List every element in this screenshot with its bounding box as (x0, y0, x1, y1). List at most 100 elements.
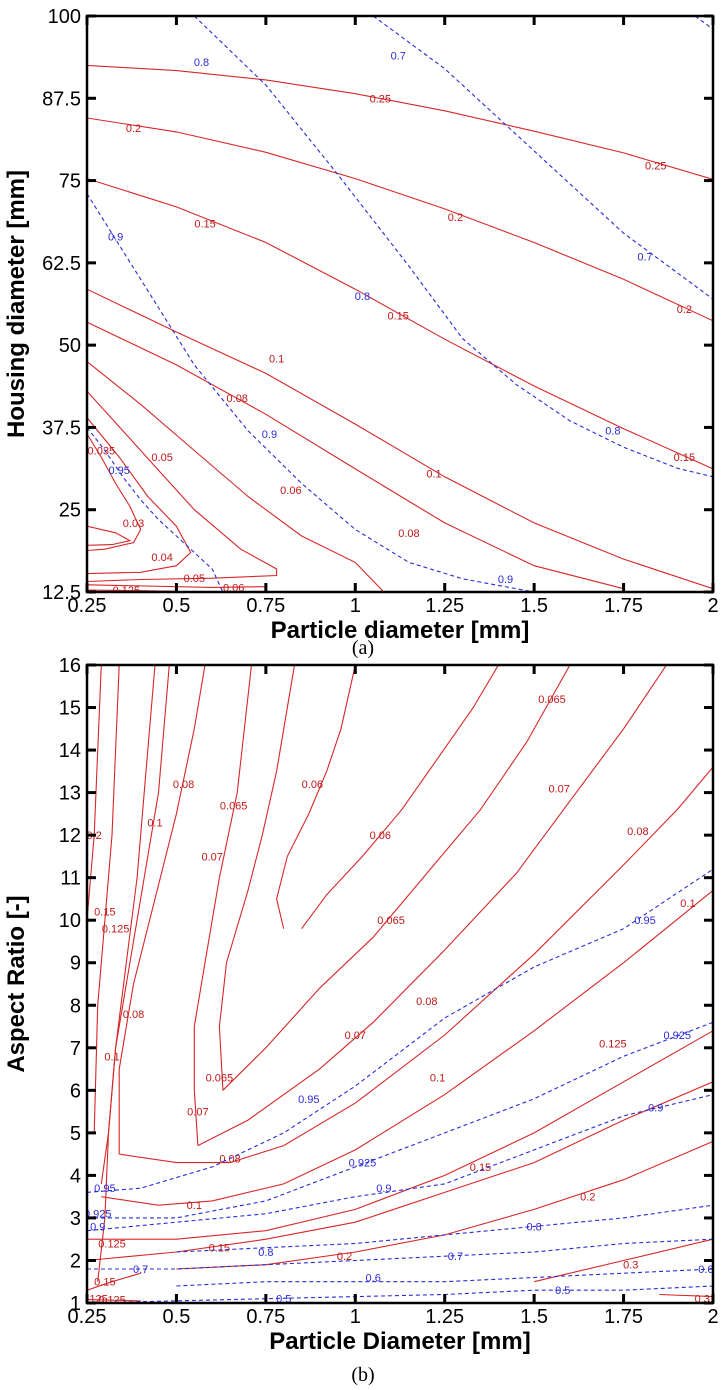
red-contour-label: 0.15 (94, 1277, 115, 1289)
y-tick-label: 100 (48, 6, 81, 28)
red-contour-line (193, 665, 253, 1146)
y-tick-label: 6 (70, 1080, 81, 1102)
contour-plot-b: 0.06 0.06 0.065 0.065 0.065 0.065 0.07 0.07 0.07… (3, 655, 719, 1355)
red-contour-label: 0.065 (377, 915, 405, 927)
blue-contour-line (87, 868, 713, 1193)
x-tick-label: 2 (707, 1306, 718, 1328)
contour-plot-a: 0.25 0.25 0.2 0.2 0.2 0.15 0.15 0.15 0.1 0.1 0.08 0… (3, 6, 719, 644)
red-contour-label: 0.15 (674, 452, 695, 464)
red-contour-label: 0.3 (623, 1260, 638, 1272)
blue-contour-label: 0.9 (376, 1183, 391, 1195)
red-contour-label: 0.2 (677, 304, 692, 316)
red-contour-line (118, 665, 206, 1155)
x-tick-label: 0.25 (68, 595, 107, 617)
blue-contour-line (193, 16, 713, 478)
red-contour-label: 0.07 (345, 1030, 366, 1042)
caption-a: (a) (351, 637, 375, 659)
red-contour-line (276, 665, 356, 929)
plot-frame (85, 14, 715, 594)
blue-contour-label: 0.7 (391, 50, 406, 62)
y-tick-label: 75 (59, 171, 81, 193)
y-tick-label: 50 (59, 335, 81, 357)
red-contour-line (176, 1140, 713, 1270)
red-contour-label: 0.08 (123, 1009, 144, 1021)
blue-contour-label: 0.8 (194, 57, 209, 69)
red-contour-label: 0.1 (680, 898, 695, 910)
red-contour-line (87, 288, 713, 590)
red-contour-line (97, 665, 156, 1282)
red-contour-label: 0.08 (627, 826, 648, 838)
red-contour-line (301, 665, 499, 930)
y-axis-title: Aspect Ratio [-] (3, 895, 30, 1072)
blue-contour-line (694, 16, 713, 30)
y-tick-label: 1 (70, 1293, 81, 1315)
red-contour-label: 0.15 (94, 907, 115, 919)
red-contour-line (87, 433, 142, 552)
red-contour-label: 0.125 (599, 1039, 627, 1051)
x-tick-label: 1 (350, 1306, 361, 1328)
red-contour-label: 0.04 (151, 552, 172, 564)
blue-contour-label: 0.9 (648, 1102, 663, 1114)
red-contour-label: 0.1 (147, 817, 162, 829)
y-tick-label: 9 (70, 953, 81, 975)
red-contour-line (101, 889, 713, 1206)
red-contour-label: 0.08 (173, 779, 194, 791)
red-contour-line (533, 1238, 713, 1283)
y-tick-label: 62.5 (42, 253, 81, 275)
x-axis-title: Particle Diameter [mm] (269, 1328, 530, 1355)
x-tick-label: 1.75 (604, 1306, 643, 1328)
x-tick-label: 2 (707, 595, 718, 617)
red-contour-label: 0.15 (194, 218, 215, 230)
red-contour-label: 0.1 (426, 469, 441, 481)
blue-contour-label: 0.925 (349, 1158, 377, 1170)
y-tick-label: 37.5 (42, 417, 81, 439)
x-tick-label: 1.25 (425, 1306, 464, 1328)
red-contour-label: 0.125 (80, 1294, 108, 1306)
x-axis-title: Particle diameter [mm] (271, 617, 530, 644)
blue-contour-label: 0.8 (258, 1247, 273, 1259)
red-contour-label: 0.065 (206, 1073, 234, 1085)
red-contour-label: 0.07 (187, 1107, 208, 1119)
red-contour-label: 0.08 (416, 996, 437, 1008)
red-contour-label: 0.25 (370, 93, 391, 105)
red-contour-line (87, 117, 713, 322)
red-contour-label: 0.2 (448, 212, 463, 224)
red-contour-label: 0.065 (538, 694, 566, 706)
x-tick-label: 0.5 (163, 595, 191, 617)
red-contour-label: 0.06 (370, 830, 391, 842)
blue-contour-line (372, 16, 713, 300)
red-contour-label: 0.15 (388, 311, 409, 323)
red-contour-label: 0.05 (151, 452, 172, 464)
red-contour-line (87, 525, 132, 546)
red-contour-line (87, 178, 713, 470)
red-contour-label: 0.08 (398, 528, 419, 540)
red-contour-line (87, 417, 192, 575)
y-tick-label: 5 (70, 1123, 81, 1145)
x-tick-label: 0.5 (163, 1306, 191, 1328)
red-contour-line (119, 766, 713, 1164)
red-contour-label: 0.05 (184, 573, 205, 585)
red-contour-label: 0.06 (223, 582, 244, 594)
red-contour-label: 0.15 (470, 1162, 491, 1174)
y-tick-label: 8 (70, 995, 81, 1017)
blue-contour-line (87, 1021, 713, 1219)
red-contour-label: 0.1 (430, 1073, 445, 1085)
y-tick-label: 16 (59, 655, 81, 677)
blue-contour-label: 0.7 (637, 251, 652, 263)
y-tick-label: 87.5 (42, 88, 81, 110)
red-contour-line (87, 64, 713, 180)
red-contour-line (197, 665, 667, 1147)
x-tick-label: 0.75 (246, 595, 285, 617)
y-tick-label: 4 (70, 1165, 81, 1187)
blue-contour-label: 0.8 (355, 291, 370, 303)
red-contour-line (87, 321, 624, 590)
red-contour-label: 0.1 (269, 353, 284, 365)
red-contour-line (87, 584, 266, 588)
red-contour-label: 0.08 (227, 393, 248, 405)
x-tick-label: 0.25 (68, 1306, 107, 1328)
red-contour-label: 0.07 (201, 851, 222, 863)
blue-contour-label: 0.9 (262, 429, 277, 441)
red-contour-line (222, 665, 571, 1091)
red-contour-label: 0.25 (645, 160, 666, 172)
